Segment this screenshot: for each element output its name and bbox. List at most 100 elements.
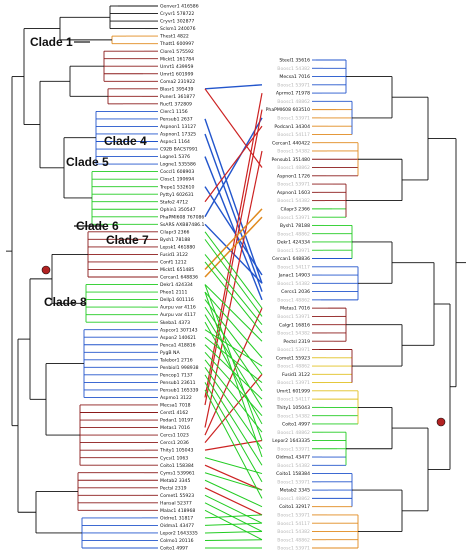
right-tip-label: Calgr1 16816 (279, 322, 310, 328)
left-tip-label: Cycsi1 1063 (160, 455, 188, 461)
left-tip-label: Aurpu var 4117 (160, 312, 196, 318)
left-tip-label: Puner1 361877 (160, 94, 195, 100)
left-tip-label: Ophin1 350547 (160, 207, 196, 213)
left-tip-label: Conf1 1212 (160, 260, 187, 266)
association-line-blue (204, 84, 263, 90)
right-tip-label-faint: Boosc1 53971 (277, 546, 310, 552)
left-tip-label: Thatt1 600997 (159, 41, 194, 47)
left-tip-label: Pensub1 23611 (160, 380, 196, 386)
right-tip-label: Dekr1 424334 (277, 240, 310, 246)
right-tip-label-faint: Boosc1 48862 (277, 99, 310, 105)
right-tip-label: Cercan1 648836 (272, 256, 310, 262)
left-tip-label: Thity1 105043 (159, 448, 194, 454)
left-tip-label: Coito1 158384 (160, 463, 194, 469)
left-tip-label: Podan1 10197 (160, 418, 193, 424)
right-tip-label-faint: Boosc1 53971 (277, 513, 310, 519)
association-line-green (204, 509, 263, 541)
left-tip-label: Comet1 55923 (160, 493, 194, 499)
left-tip-label: Cercan1 648836 (160, 275, 198, 281)
association-line-red (204, 487, 263, 516)
right-tip-label: Coito1 158384 (276, 471, 310, 477)
root-marker-left (41, 265, 51, 275)
left-tip-label: Coma2 231922 (160, 79, 195, 85)
right-tip-label-faint: Boosc1 48862 (277, 165, 310, 171)
association-line-green (204, 374, 263, 466)
right-tip-label: Bysh1 78188 (280, 223, 310, 229)
clade-label-clade4: Clade 4 (104, 134, 147, 148)
right-tip-label-faint: Boosc1 48862 (277, 496, 310, 502)
left-tip-label: Penbiol1 998938 (160, 365, 199, 371)
right-tip-label: Cercan1 440422 (272, 140, 310, 146)
left-tip-label: Hansal 52377 (160, 500, 192, 506)
left-tip-label: Rucf1 372809 (160, 101, 192, 107)
right-tip-label: Coito1 32917 (279, 504, 310, 510)
clade-label-clade8: Clade 8 (44, 295, 87, 309)
association-line-orange (204, 208, 263, 270)
right-tip-label: Cilapr3 2366 (281, 206, 311, 212)
right-tip-label-faint: Boosc1 54382 (277, 149, 310, 155)
right-tip-label-faint: Boosc1 54382 (277, 66, 310, 72)
right-tip-label: Janac1 14903 (278, 273, 310, 279)
left-tip-label: Cercs1 2036 (160, 440, 189, 446)
left-tip-label: Dellp1 601116 (160, 297, 194, 303)
right-tip-label-faint: Boosc1 53971 (277, 215, 310, 221)
association-line-green (204, 494, 263, 524)
association-line-green (204, 254, 263, 325)
right-tip-label-faint: Boosc1 54382 (277, 198, 310, 204)
right-tip-label: PhaPMI608 603510 (266, 107, 310, 113)
association-line-green (204, 367, 263, 450)
left-tip-label: Pectsl 2319 (160, 485, 187, 491)
association-line-red (204, 464, 263, 491)
left-tip-label: Pensub1 165339 (160, 388, 199, 394)
left-tip-label: Coccl1 608903 (160, 169, 194, 175)
association-line-green (204, 472, 263, 491)
association-line-green (204, 502, 263, 532)
left-tip-label: Talebor1 2716 (159, 357, 193, 363)
left-tip-label: Fusid1 3122 (160, 252, 188, 258)
right-tip-label-faint: Boosc1 54117 (277, 397, 310, 403)
clade-label-clade7: Clade 7 (106, 233, 149, 247)
right-tip-label: Fusid1 3122 (282, 372, 310, 378)
left-tip-label: Umrt1 601999 (160, 71, 194, 77)
association-line-green (204, 530, 263, 534)
association-line-green (204, 239, 263, 317)
right-tip-label-faint: Boosc1 54382 (277, 529, 310, 535)
right-tip-label-faint: Boosc1 53971 (277, 314, 310, 320)
association-line-green (204, 359, 263, 433)
right-tip-label-faint: Boosc1 54117 (277, 521, 310, 527)
left-tip-label: PygB NA (160, 350, 180, 356)
association-line-green (204, 389, 263, 499)
right-tip-label-faint: Boosc1 53971 (277, 248, 310, 254)
left-tip-label: Blasr1 395439 (160, 86, 194, 92)
left-tip-label: Genver1 416586 (160, 4, 199, 10)
left-tip-label: Aurpu var 4116 (160, 305, 196, 311)
left-tip-label: Logne1 535586 (160, 162, 196, 168)
left-tip-label: Mickt1 651485 (160, 267, 194, 273)
association-line-green (204, 457, 263, 475)
left-tip-label: C92B BACS7991 (160, 147, 198, 153)
association-line-green (204, 522, 263, 526)
association-line-green (204, 479, 263, 508)
left-tip-label: Aspmo1 3122 (160, 395, 192, 401)
association-line-green (204, 329, 263, 367)
association-line-red (204, 125, 263, 203)
right-tip-label-faint: Boosc1 53971 (277, 182, 310, 188)
clade-label-clade1: Clade 1 (30, 35, 73, 49)
right-tip-label: Pectsl 2319 (283, 339, 310, 345)
left-tip-label: Clore1 575592 (160, 49, 194, 55)
clade-label-clade5: Clade 5 (66, 155, 109, 169)
left-tip-label: PhaPMI608 767086 (160, 214, 204, 220)
right-tip-label: Aprmo1 71978 (276, 91, 310, 97)
right-tip-label: Steel1 35616 (279, 58, 310, 64)
left-tip-label: Lepsk1 461880 (160, 244, 195, 250)
right-tip-label-faint: Boosc1 54382 (277, 413, 310, 419)
left-tip-label: Cyms1 539961 (160, 470, 195, 476)
right-tip-label: Cercs1 2036 (281, 289, 310, 295)
right-tip-label: Lepor2 1643335 (272, 438, 310, 444)
left-tip-label: Cryvr1 578722 (160, 11, 194, 17)
association-line-green (204, 231, 263, 309)
left-tip-label: Aspnc1 1164 (160, 139, 190, 145)
association-line-green (204, 336, 263, 383)
